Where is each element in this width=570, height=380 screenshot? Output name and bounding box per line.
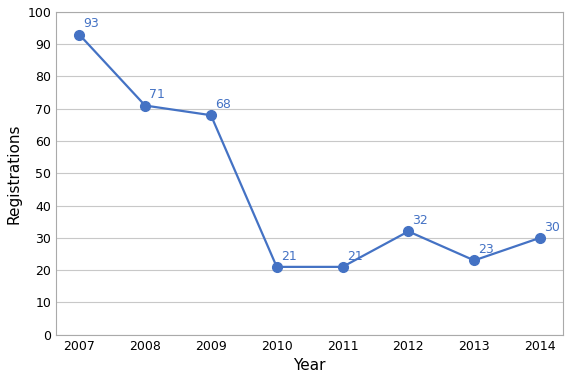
Text: 71: 71	[149, 89, 165, 101]
Y-axis label: Registrations: Registrations	[7, 123, 22, 223]
Text: 93: 93	[83, 17, 99, 30]
X-axis label: Year: Year	[294, 358, 326, 373]
Text: 68: 68	[215, 98, 231, 111]
Text: 23: 23	[478, 243, 494, 256]
Text: 21: 21	[347, 250, 363, 263]
Text: 30: 30	[544, 221, 560, 234]
Text: 32: 32	[413, 214, 428, 227]
Text: 21: 21	[281, 250, 296, 263]
